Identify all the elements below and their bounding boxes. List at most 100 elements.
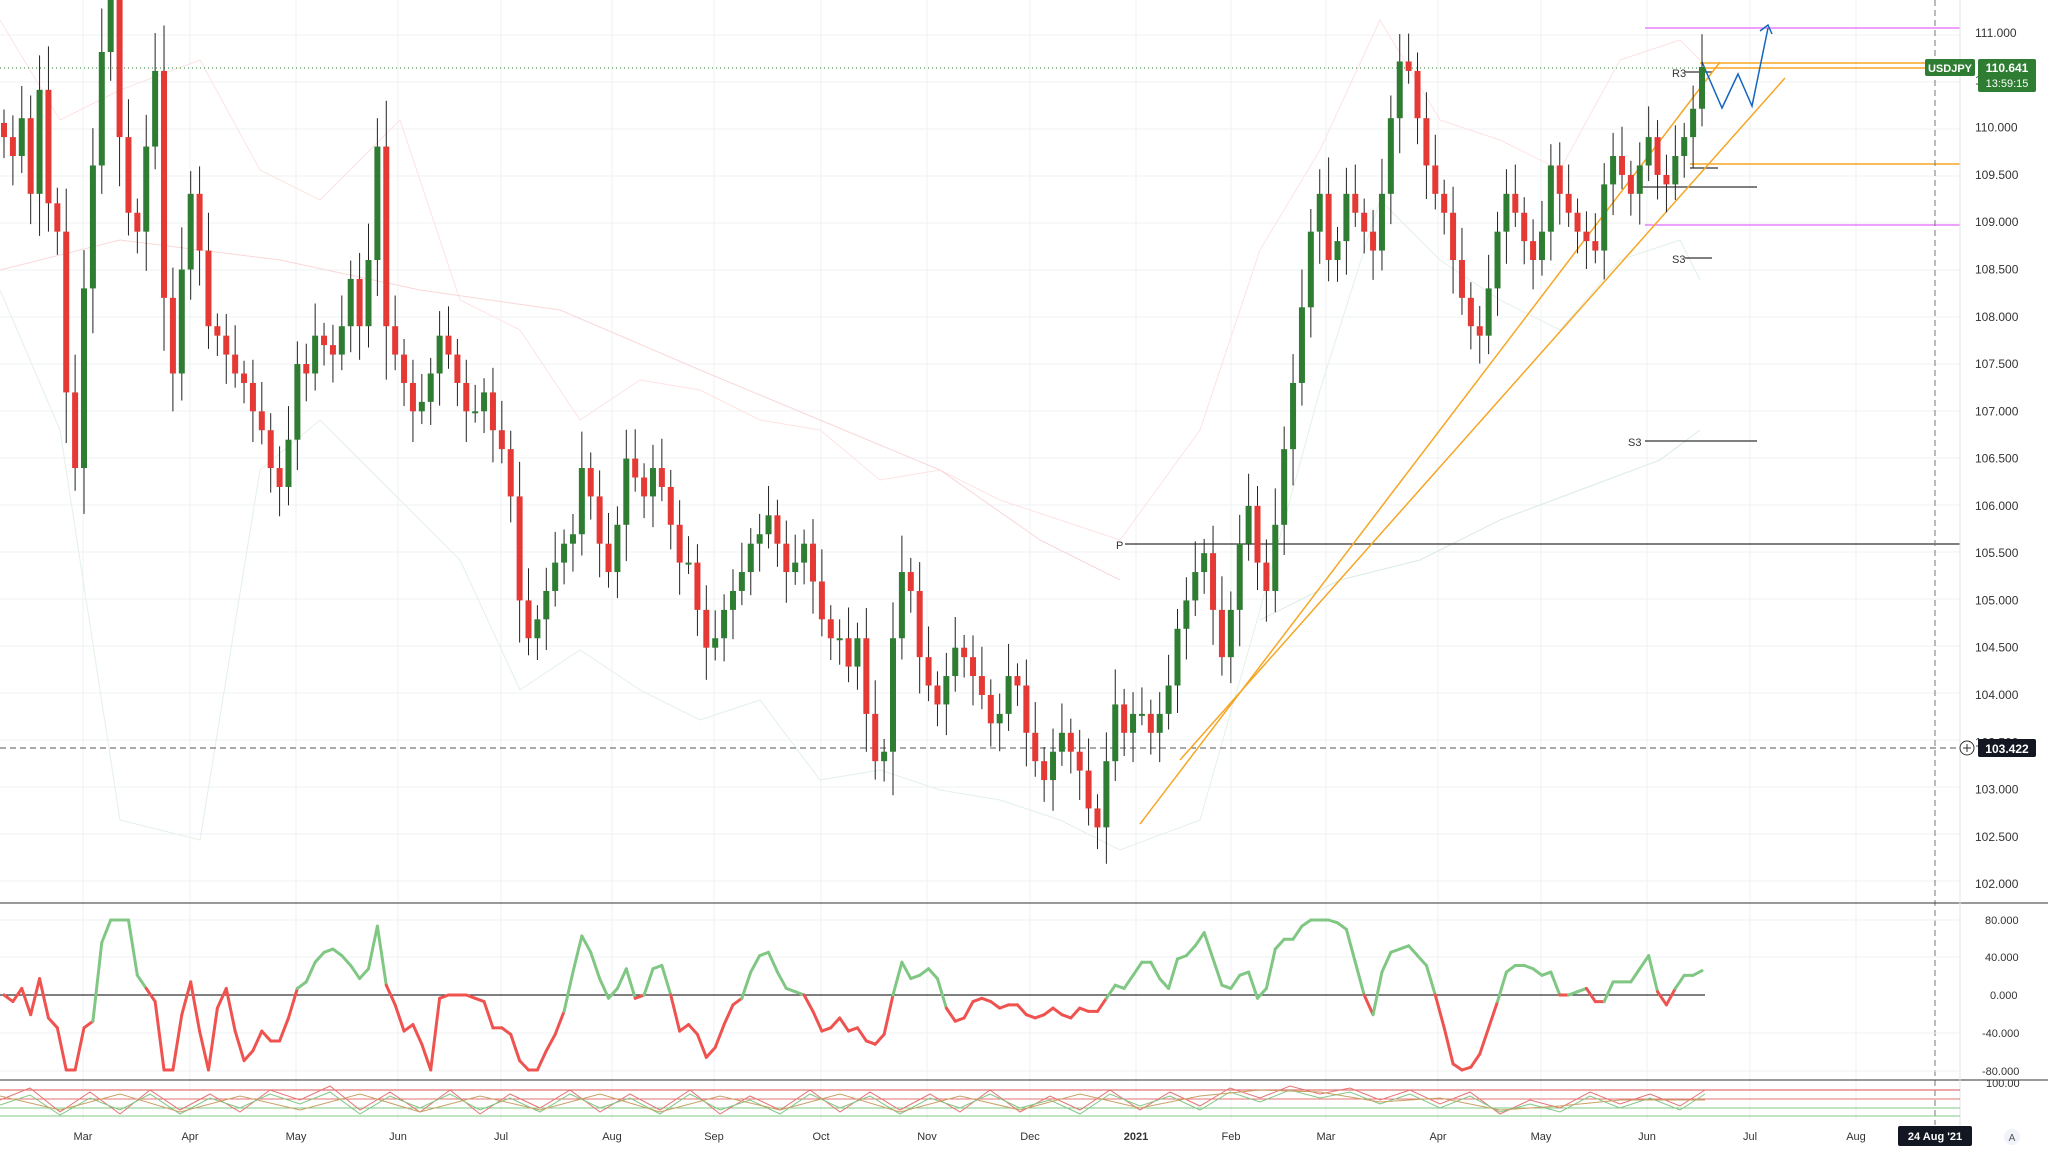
momentum-segment: [607, 986, 619, 1000]
candle-down: [276, 468, 283, 487]
momentum-segment: [669, 993, 682, 1033]
candle-down: [1, 122, 7, 138]
candle-down: [223, 335, 230, 355]
candle-down: [125, 137, 132, 213]
x-tick-label: Aug: [602, 1131, 622, 1143]
candle-up: [1485, 288, 1492, 336]
momentum-segment: [1487, 1000, 1500, 1030]
momentum-segment: [589, 950, 602, 981]
candle-down: [658, 468, 665, 487]
candle-up: [1201, 553, 1208, 573]
momentum-segment: [1060, 1013, 1073, 1020]
candle-down: [596, 496, 603, 544]
candle-down: [1263, 562, 1270, 591]
candle-up: [36, 89, 43, 194]
candle-down: [463, 382, 470, 412]
momentum-segment: [855, 1026, 868, 1043]
candle-up: [1103, 761, 1110, 828]
x-tick-label: Aug: [1846, 1131, 1866, 1143]
candle-down: [1521, 212, 1528, 242]
candle-up: [1138, 713, 1145, 716]
horizontal-levels: [0, 27, 1960, 749]
candle-down: [454, 354, 461, 383]
momentum-segment: [1576, 986, 1588, 994]
momentum-segment: [1238, 970, 1251, 977]
momentum-segment: [651, 963, 664, 971]
candle-up: [1298, 307, 1305, 383]
candle-down: [1210, 553, 1217, 610]
candle-up: [854, 638, 861, 667]
candle-up: [534, 619, 541, 639]
candle-up: [1610, 156, 1617, 185]
stoch-label-100: 100.00: [1986, 1078, 2020, 1090]
momentum-segment: [411, 1023, 424, 1046]
candle-down: [249, 382, 256, 412]
candle-up: [178, 269, 185, 374]
candle-up: [1227, 609, 1234, 658]
crosshair-date-badge: [1898, 1126, 1972, 1146]
momentum-segment: [1469, 1052, 1482, 1069]
momentum-segment: [775, 970, 788, 990]
candle-up: [765, 515, 772, 535]
momentum-segment: [206, 1006, 219, 1072]
momentum-segment: [1131, 960, 1144, 977]
momentum-segment: [1202, 931, 1215, 961]
momentum-segment: [278, 1016, 290, 1043]
momentum-segment: [1255, 986, 1268, 1000]
momentum-line: [2, 918, 1704, 1072]
crosshair-price-badge: [1978, 739, 2036, 757]
candle-up: [418, 401, 425, 412]
momentum-segment: [1175, 954, 1188, 961]
candle-down: [516, 496, 523, 601]
osc-label-80: 80.000: [1985, 915, 2019, 927]
candle-down: [498, 430, 505, 450]
momentum-segment: [1496, 970, 1508, 1004]
momentum-segment: [153, 1000, 166, 1072]
momentum-segment: [215, 986, 228, 1010]
candle-up: [347, 278, 354, 327]
candle-up: [1343, 193, 1350, 242]
momentum-segment: [1069, 1006, 1082, 1020]
momentum-segment: [1149, 960, 1162, 981]
momentum-segment: [1656, 990, 1668, 1007]
candle-down: [205, 250, 212, 327]
candle-down: [587, 468, 594, 497]
momentum-segment: [189, 980, 202, 1033]
candle-down: [169, 297, 176, 374]
candle-up: [578, 468, 585, 535]
candle-down: [267, 430, 274, 469]
momentum-segment: [1211, 957, 1224, 987]
candle-up: [374, 146, 381, 261]
momentum-segment: [224, 986, 237, 1033]
momentum-segment: [349, 963, 362, 981]
momentum-segment: [1460, 1065, 1473, 1072]
candle-down: [1556, 165, 1563, 194]
momentum-segment: [1629, 967, 1642, 984]
candle-down: [1361, 212, 1368, 232]
y-tick-label: 105.000: [1975, 593, 2019, 607]
momentum-segment: [1549, 970, 1562, 997]
auto-scale-button[interactable]: [2004, 1129, 2020, 1145]
momentum-segment: [749, 954, 762, 974]
candle-up: [561, 543, 568, 563]
candle-up: [729, 590, 736, 610]
candle-down: [507, 449, 514, 497]
momentum-segment: [331, 947, 344, 958]
candle-down: [1423, 118, 1430, 166]
candle-up: [472, 411, 479, 414]
x-tick-label: Sep: [704, 1131, 724, 1143]
momentum-segment: [998, 1003, 1011, 1010]
momentum-segment: [384, 983, 397, 1007]
momentum-segment: [1407, 944, 1420, 958]
momentum-segment: [740, 970, 753, 1000]
candle-down: [1663, 174, 1670, 185]
x-tick-label: Jul: [494, 1131, 508, 1143]
candle-down: [1467, 297, 1474, 327]
y-tick-label: 107.500: [1975, 357, 2019, 371]
momentum-segment: [980, 996, 993, 1004]
candle-down: [1414, 70, 1421, 119]
momentum-segment: [935, 977, 948, 1010]
crosshair-price-tag[interactable]: 103.422: [1959, 739, 2036, 757]
candle-up: [614, 524, 621, 573]
